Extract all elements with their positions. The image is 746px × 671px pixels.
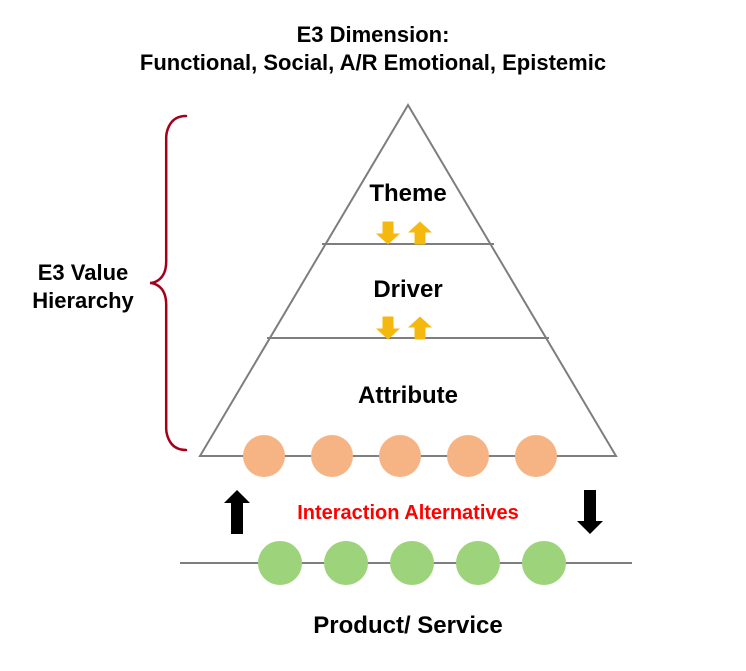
pyramid-triangle — [200, 105, 616, 456]
circle-bottom-2 — [390, 541, 434, 585]
circle-top-2 — [379, 435, 421, 477]
circle-top-3 — [447, 435, 489, 477]
circle-bottom-3 — [456, 541, 500, 585]
circle-bottom-4 — [522, 541, 566, 585]
black-arrow-up — [224, 490, 250, 534]
diagram-svg — [0, 0, 746, 671]
brace — [150, 116, 186, 450]
inner-arrow-up-0 — [408, 222, 432, 245]
circle-top-4 — [515, 435, 557, 477]
circle-top-0 — [243, 435, 285, 477]
circle-bottom-1 — [324, 541, 368, 585]
circle-bottom-0 — [258, 541, 302, 585]
inner-arrow-down-0 — [376, 222, 400, 245]
inner-arrow-down-1 — [376, 317, 400, 340]
inner-arrow-up-1 — [408, 317, 432, 340]
circle-top-1 — [311, 435, 353, 477]
black-arrow-down — [577, 490, 603, 534]
